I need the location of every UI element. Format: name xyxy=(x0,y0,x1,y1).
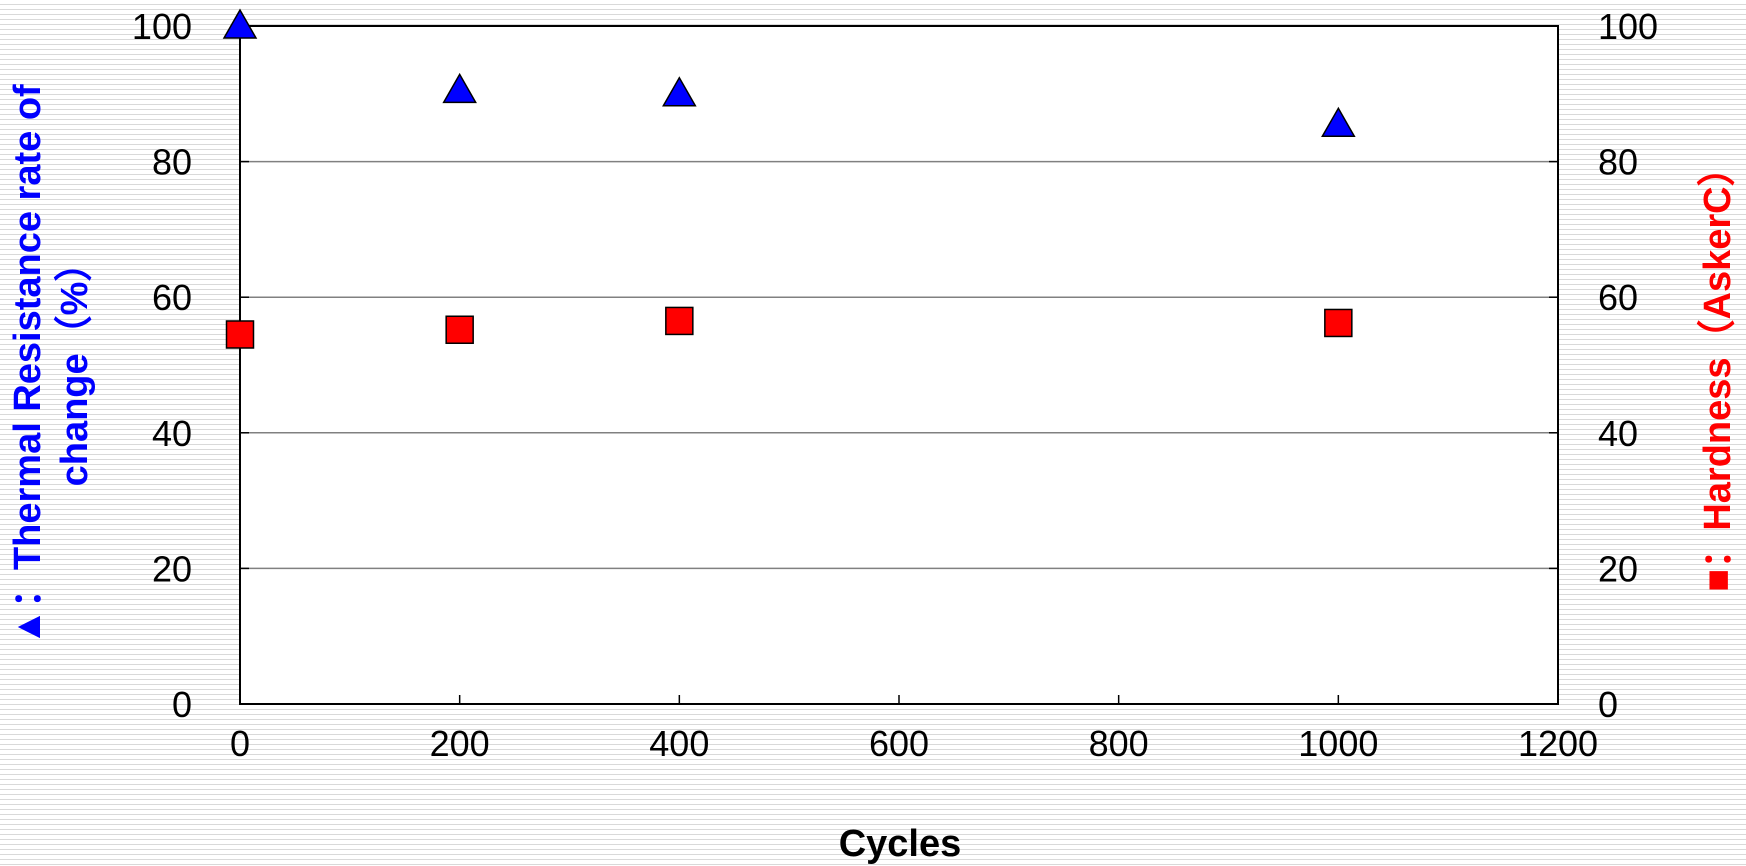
left-axis-title-line2: change（%） xyxy=(54,244,96,487)
hardness-point xyxy=(225,320,255,349)
right-y-tick-label: 20 xyxy=(1598,548,1638,589)
left-y-tick-label: 80 xyxy=(152,142,192,183)
thermal-resistance-point xyxy=(1321,106,1356,138)
left-y-tick-label: 40 xyxy=(152,413,192,454)
thermal-resistance-point xyxy=(222,8,258,39)
grid-lines xyxy=(240,160,1558,570)
right-y-tick-label: 100 xyxy=(1598,6,1658,47)
x-tick-label: 800 xyxy=(1089,723,1149,764)
hardness-point xyxy=(1324,308,1353,338)
plot-area xyxy=(240,26,1558,704)
x-axis-title: Cycles xyxy=(839,823,962,865)
right-y-tick-label: 0 xyxy=(1598,684,1618,725)
right-axis-title-text: ：Hardness（AskerC） xyxy=(1697,148,1739,568)
right-y-tick-label: 40 xyxy=(1598,413,1638,454)
x-tick-label: 0 xyxy=(230,723,250,764)
right-axis-tick-labels: 0 20 40 60 80 100 xyxy=(1598,6,1658,725)
left-y-tick-label: 20 xyxy=(152,548,192,589)
x-tick-label: 600 xyxy=(869,723,929,764)
x-tick-label: 1200 xyxy=(1518,723,1598,764)
hardness-series xyxy=(225,306,1353,349)
x-tick-label: 1000 xyxy=(1298,723,1378,764)
left-y-tick-label: 60 xyxy=(152,277,192,318)
x-tick-label: 200 xyxy=(430,723,490,764)
left-axis-tick-labels: 0 20 40 60 80 100 xyxy=(132,6,192,725)
thermal-resistance-point xyxy=(662,76,697,107)
right-y-tick-label: 60 xyxy=(1598,277,1638,318)
right-axis-symbol: ■ xyxy=(1697,569,1739,592)
hardness-point xyxy=(665,306,694,336)
x-axis-tick-labels: 0 200 400 600 800 1000 1200 xyxy=(230,723,1598,764)
left-y-tick-label: 100 xyxy=(132,6,192,47)
left-axis-title-text: ：Thermal Resistance rate of xyxy=(7,84,49,608)
thermal-resistance-point xyxy=(442,72,477,104)
left-y-tick-label: 0 xyxy=(172,684,192,725)
right-axis-title: ■：Hardness（AskerC） xyxy=(1697,148,1739,591)
left-axis-title-line1: ▲：Thermal Resistance rate of xyxy=(7,84,49,646)
right-y-tick-label: 80 xyxy=(1598,142,1638,183)
left-axis-symbol: ▲ xyxy=(7,608,49,646)
data-series xyxy=(222,8,1356,349)
x-tick-label: 400 xyxy=(649,723,709,764)
hardness-point xyxy=(445,315,474,344)
thermal-resistance-series xyxy=(222,8,1356,138)
